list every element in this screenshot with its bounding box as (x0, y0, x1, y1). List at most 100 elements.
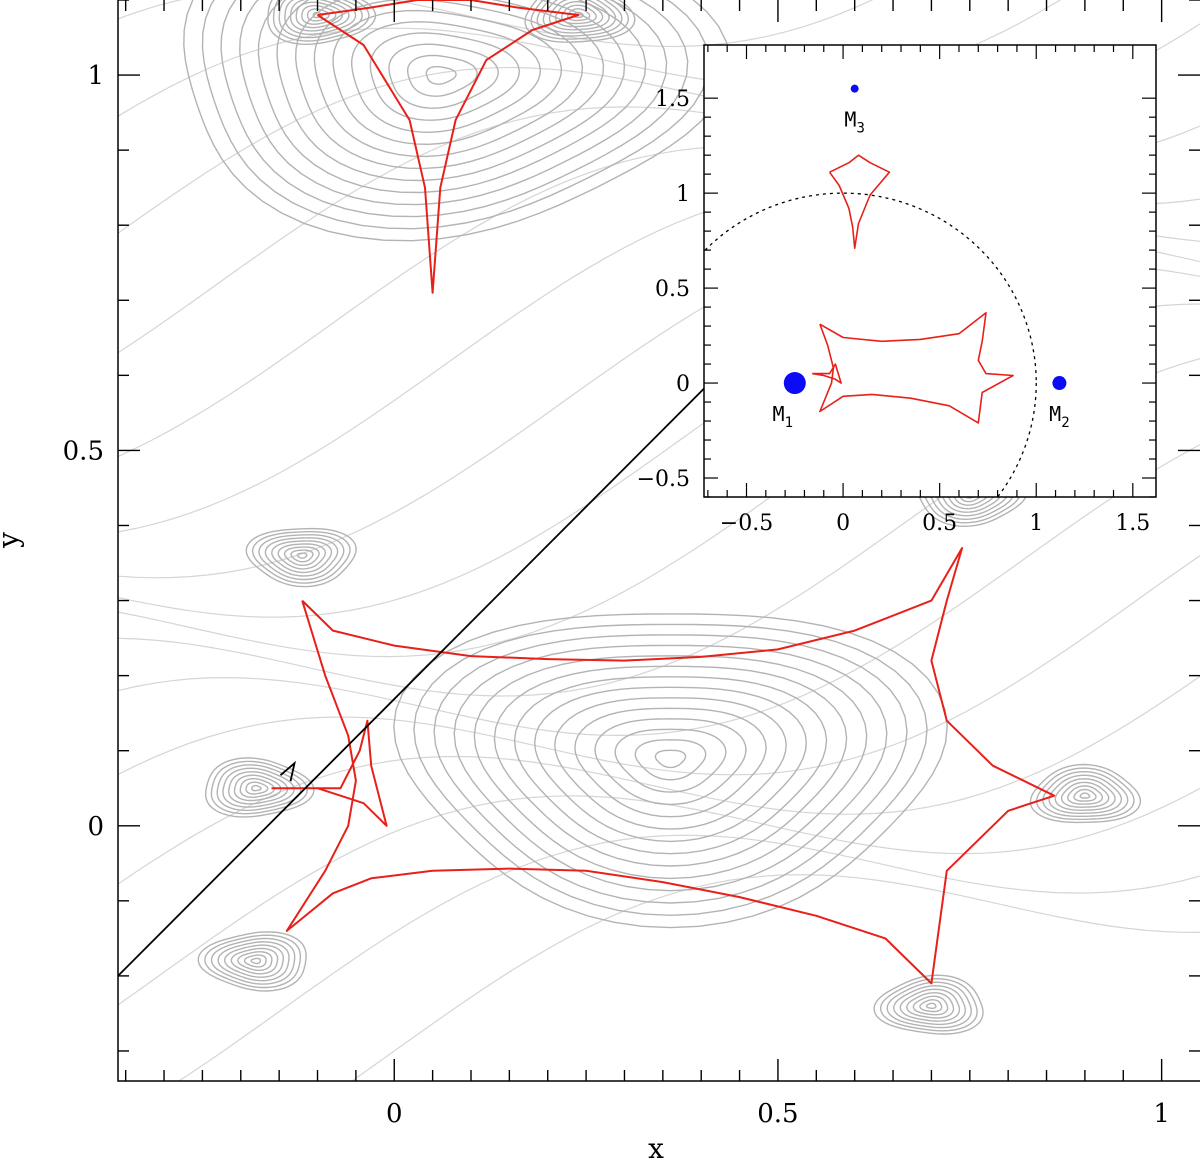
inset-y-tick-label: −0.5 (637, 467, 690, 492)
inset-x-tick-label: 0.5 (922, 511, 957, 536)
contour-line (276, 0, 626, 182)
contour-line (912, 995, 949, 1016)
contour-line (222, 767, 295, 808)
contour-line (278, 0, 363, 39)
contour-line (284, 0, 357, 36)
contour-line (925, 1002, 937, 1009)
contour-line (1035, 767, 1135, 821)
contour-line (301, 4, 337, 25)
contour-line (118, 787, 1200, 1006)
contour-line (210, 760, 308, 815)
contour-line (216, 764, 302, 812)
caustic-central (285, 547, 1056, 985)
contour-line (177, 834, 1200, 1081)
inset-y-tick-label: 0 (676, 372, 690, 397)
contour-line (433, 634, 908, 904)
contour-line (1060, 781, 1110, 808)
contour-line (594, 718, 747, 806)
contour-line (919, 999, 943, 1013)
contour-line (886, 981, 972, 1029)
contour-line (879, 977, 978, 1032)
contour-line (245, 781, 269, 795)
contour-line (425, 66, 457, 85)
contour-line (223, 944, 285, 978)
contour-line (272, 0, 370, 42)
mass-label-m3: M3 (844, 108, 864, 137)
contour-line (118, 444, 1200, 737)
contour-line (306, 8, 330, 22)
mass-point-m2 (1052, 376, 1067, 391)
contour-line (369, 32, 521, 121)
contour-line (574, 707, 767, 818)
y-tick-label: 0 (87, 812, 104, 842)
contour-line (183, 0, 731, 242)
x-tick-label: 0.5 (757, 1099, 798, 1129)
contour-line (393, 613, 948, 929)
inset-caustic-top (828, 154, 891, 249)
contour-line (313, 0, 584, 158)
contour-line (1073, 788, 1097, 802)
mass-point-m1 (783, 372, 806, 395)
mass-label-m2: M2 (1049, 402, 1069, 431)
main-tick-labels: 0 0.5 1 0 0.5 1 (63, 61, 1170, 1129)
contour-line (118, 675, 1200, 885)
inset-content (704, 84, 1067, 497)
contour-line (283, 546, 320, 566)
contour-lines (118, 0, 1200, 1081)
contour-line (251, 531, 351, 584)
caustic-top (316, 0, 580, 294)
contour-line (533, 686, 808, 843)
mass-point-m3 (850, 84, 859, 93)
x-axis-label: x (648, 1132, 664, 1161)
contour-line (237, 951, 273, 971)
contour-line (250, 957, 262, 965)
contour-line (1054, 778, 1116, 811)
inset-x-tick-label: 1.5 (1115, 511, 1150, 536)
y-tick-label: 1 (87, 61, 104, 91)
contour-line (257, 0, 647, 194)
contour-line (201, 0, 710, 230)
x-tick-label: 0 (386, 1099, 403, 1129)
contour-line (1079, 792, 1091, 799)
contour-line (654, 749, 687, 769)
contour-line (906, 992, 955, 1019)
inset-y-tick-label: 0.5 (655, 277, 690, 302)
y-tick-label: 0.5 (63, 436, 104, 466)
mass-label-m1: M1 (773, 402, 793, 431)
contour-line (413, 623, 928, 917)
contour-line (220, 0, 689, 218)
contour-line (271, 540, 333, 574)
contour-line (239, 0, 668, 206)
inset-panel: −0.5 0 0.5 1 1.5 −0.5 0 0.5 1 1.5 M1 M2 M3 (637, 44, 1157, 536)
contour-line (1042, 770, 1129, 817)
contour-line (239, 778, 276, 799)
contour-line (267, 0, 377, 46)
contour-line (118, 0, 1062, 117)
contour-line (217, 941, 290, 982)
contour-line (230, 947, 279, 975)
contour-line (227, 771, 289, 805)
contour-line (513, 676, 828, 855)
trajectory-line (118, 344, 748, 977)
inset-point-labels: M1 M2 M3 (773, 108, 1070, 431)
contour-line (290, 549, 314, 563)
contour-line (204, 934, 302, 989)
contour-line (473, 655, 868, 880)
contour-line (289, 0, 350, 32)
inset-x-tick-label: −0.5 (720, 511, 773, 536)
contour-line (524, 0, 636, 43)
inset-x-tick-label: 0 (836, 511, 850, 536)
inset-caustic-small (812, 363, 842, 384)
contour-line (548, 0, 610, 31)
contour-line (530, 0, 629, 40)
inset-caustic-central (819, 311, 1014, 424)
inset-x-tick-label: 1 (1029, 511, 1043, 536)
source-trajectory (118, 344, 748, 977)
inset-background (704, 45, 1156, 497)
contour-line (332, 9, 563, 146)
contour-line (892, 985, 966, 1026)
einstein-ring-circle (704, 192, 1037, 497)
contour-line (1048, 774, 1123, 814)
